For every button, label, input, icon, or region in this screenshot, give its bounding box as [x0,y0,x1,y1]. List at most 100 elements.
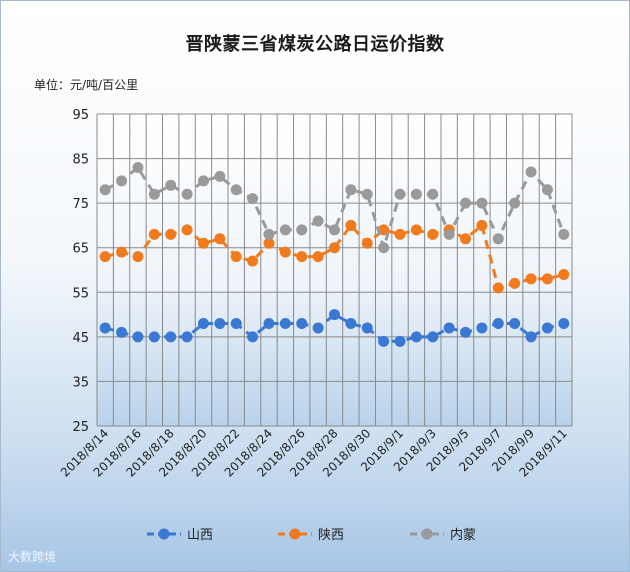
data-point [378,242,390,254]
data-point [394,335,406,347]
data-point [230,317,242,329]
y-tick-label: 75 [72,197,89,212]
data-point [263,317,275,329]
legend-marker [289,528,301,540]
data-point [460,326,472,338]
data-point [558,228,570,240]
data-point [312,251,324,263]
data-point [558,317,570,329]
data-point [410,224,422,236]
unit-label: 单位：元/吨/百公里 [34,78,139,92]
data-point [476,219,488,231]
data-point [247,331,259,343]
data-point [329,242,340,254]
legend-marker [158,528,170,540]
data-point [427,331,439,343]
data-point [476,197,488,209]
data-point [263,237,275,249]
data-point [378,224,390,236]
data-point [116,326,128,338]
y-tick-label: 55 [72,286,89,301]
data-point [214,317,226,329]
data-point [541,184,553,196]
data-point [427,188,439,200]
data-point [410,188,422,200]
data-point [197,175,209,187]
data-point [329,224,340,236]
data-point [279,317,291,329]
data-point [165,179,177,191]
data-point [361,322,373,334]
data-point [361,237,373,249]
data-point [410,331,422,343]
data-point [165,331,177,343]
data-point [132,161,144,173]
data-point [492,282,504,294]
data-point [443,322,455,334]
data-point [509,197,521,209]
data-point [509,317,521,329]
y-tick-label: 25 [72,420,89,435]
legend-label: 陕西 [318,528,344,543]
data-point [492,233,504,245]
data-point [197,317,209,329]
data-point [132,251,144,263]
data-point [312,215,324,227]
data-point [492,317,504,329]
y-tick-label: 85 [72,153,89,168]
data-point [214,233,226,245]
plot-area [97,114,572,426]
data-point [509,277,521,289]
data-point [132,331,144,343]
data-point [247,193,259,205]
data-point [443,228,455,240]
y-tick-label: 65 [72,242,89,257]
data-point [312,322,324,334]
data-point [99,322,111,334]
data-point [296,251,308,263]
data-point [329,309,340,321]
data-point [296,224,308,236]
y-tick-label: 35 [72,375,89,390]
data-point [378,335,390,347]
data-point [394,188,406,200]
data-point [165,228,177,240]
data-point [99,251,111,263]
data-point [345,317,357,329]
data-point [525,273,537,285]
data-point [558,268,570,280]
data-point [148,228,160,240]
legend-label: 山西 [187,528,213,543]
data-point [460,233,472,245]
data-point [148,331,160,343]
data-point [181,331,193,343]
data-point [148,188,160,200]
data-point [247,255,259,267]
data-point [214,170,226,182]
data-point [476,322,488,334]
data-point [116,175,128,187]
data-point [197,237,209,249]
data-point [345,219,357,231]
data-point [361,188,373,200]
data-point [541,322,553,334]
watermark: 大数跨境 [8,550,57,564]
data-point [525,331,537,343]
data-point [181,224,193,236]
data-point [541,273,553,285]
data-point [296,317,308,329]
legend-label: 内蒙 [450,527,476,543]
data-point [99,184,111,196]
data-point [279,246,291,258]
chart-title: 晋陕蒙三省煤炭公路日运价指数 [185,34,445,55]
data-point [525,166,537,178]
data-point [394,228,406,240]
data-point [116,246,128,258]
data-point [230,184,242,196]
data-point [279,224,291,236]
legend-marker [421,528,433,540]
data-point [230,251,242,263]
data-point [263,228,275,240]
series-line-1 [104,223,565,290]
